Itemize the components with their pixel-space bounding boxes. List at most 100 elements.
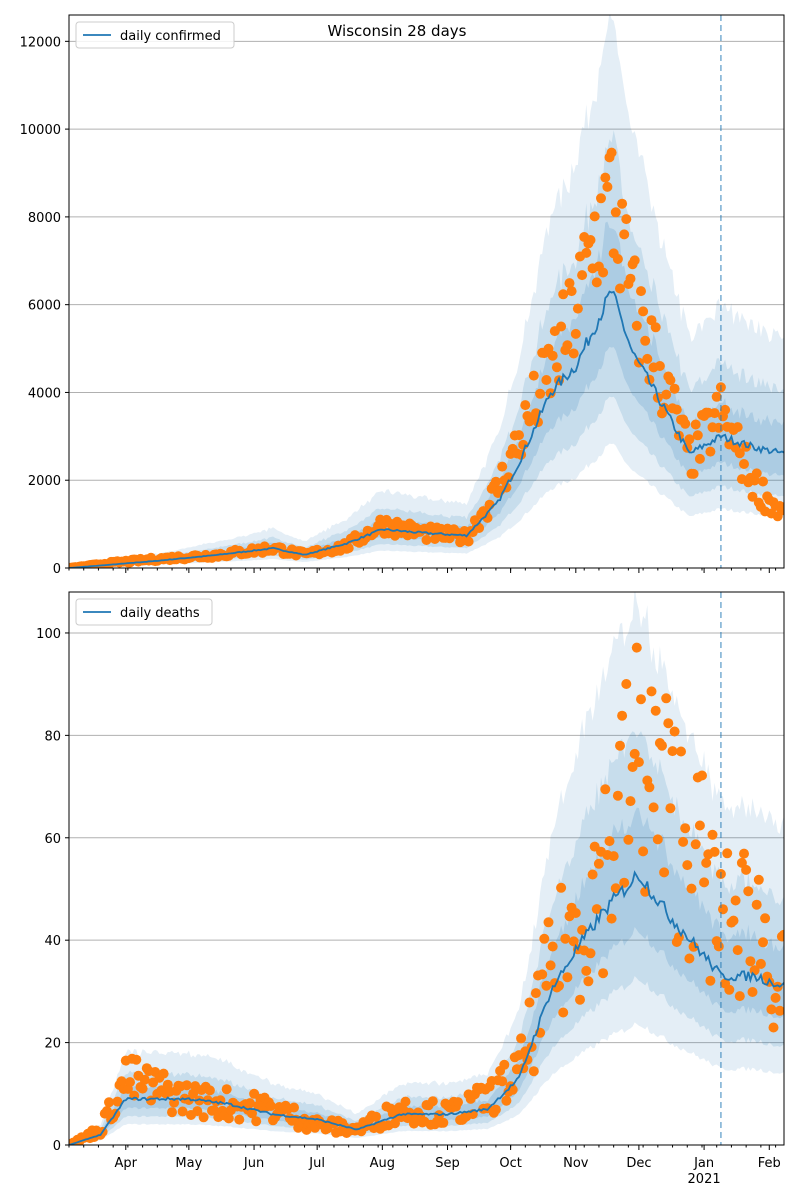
observed-point: [621, 679, 632, 689]
observed-point: [610, 883, 621, 894]
observed-point: [463, 536, 474, 547]
x-tick-label: Jun: [243, 1156, 264, 1171]
observed-point: [661, 389, 672, 400]
plot-area: [69, 15, 784, 568]
y-tick-label: 2000: [28, 474, 61, 489]
observed-point: [530, 988, 541, 999]
observed-point: [247, 1108, 257, 1119]
observed-point: [514, 430, 524, 441]
observed-point: [663, 718, 674, 729]
observed-point: [650, 705, 661, 716]
observed-point: [545, 960, 556, 971]
observed-point: [705, 446, 716, 457]
observed-point: [177, 1106, 188, 1117]
observed-point: [619, 229, 630, 240]
observed-point: [438, 1117, 449, 1128]
observed-point: [642, 353, 653, 364]
observed-point: [251, 1116, 262, 1127]
observed-point: [101, 1106, 112, 1116]
observed-point: [774, 1005, 784, 1016]
observed-point: [551, 362, 562, 373]
observed-point: [547, 941, 558, 952]
observed-point: [474, 523, 485, 533]
observed-point: [606, 147, 617, 158]
observed-point: [453, 1097, 463, 1108]
observed-point: [612, 790, 623, 801]
observed-point: [572, 303, 583, 314]
y-tick-label: 6000: [28, 299, 61, 314]
observed-point: [720, 404, 731, 415]
observed-point: [659, 867, 670, 878]
observed-point: [615, 283, 625, 294]
observed-point: [617, 198, 628, 209]
observed-point: [497, 461, 508, 472]
observed-point: [583, 976, 594, 987]
observed-point: [760, 913, 771, 924]
observed-point: [648, 802, 659, 813]
observed-point: [535, 388, 546, 399]
observed-point: [751, 468, 762, 479]
x-tick-label: Sep: [435, 1156, 460, 1171]
axes-frame: [68, 591, 785, 1146]
observed-point: [646, 686, 657, 697]
observed-point: [610, 207, 621, 218]
observed-point: [667, 746, 678, 757]
observed-point: [652, 834, 663, 845]
observed-point: [612, 254, 623, 264]
observed-point: [669, 383, 680, 394]
y-tick-label: 0: [53, 562, 61, 577]
observed-point: [244, 1098, 255, 1109]
observed-point: [131, 1054, 142, 1065]
observed-point: [221, 1084, 232, 1095]
observed-point: [577, 270, 588, 281]
observed-point: [589, 211, 600, 222]
observed-point: [577, 925, 588, 935]
observed-point: [682, 860, 693, 871]
observed-point: [490, 1104, 501, 1115]
observed-point: [181, 1080, 192, 1091]
observed-point: [690, 419, 701, 430]
observed-point: [585, 948, 596, 959]
observed-point: [427, 1096, 438, 1107]
observed-point: [265, 1101, 276, 1111]
observed-point: [730, 895, 741, 906]
outer-band: [69, 592, 784, 1145]
y-tick-label: 8000: [28, 211, 61, 226]
observed-point: [562, 340, 573, 351]
observed-point: [694, 453, 705, 464]
observed-point: [198, 1112, 209, 1123]
observed-point: [604, 836, 615, 847]
observed-point: [194, 1095, 205, 1106]
legend-box: [75, 21, 235, 49]
observed-point: [654, 361, 665, 371]
observed-point: [343, 543, 354, 554]
observed-point: [169, 1097, 180, 1108]
middle-band: [69, 130, 784, 568]
observed-point: [204, 1085, 215, 1096]
observed-point: [556, 321, 567, 332]
observed-point: [633, 757, 644, 768]
observed-point: [747, 491, 758, 502]
observed-point: [501, 1095, 512, 1106]
observed-point: [629, 255, 640, 266]
observed-point: [690, 839, 701, 850]
observed-point: [482, 512, 493, 523]
observed-point: [602, 181, 613, 192]
observed-point: [709, 846, 720, 857]
y-tick-label: 0: [53, 1139, 61, 1154]
y-tick-label: 100: [36, 627, 61, 642]
observed-point: [234, 1114, 245, 1125]
observed-point: [713, 941, 724, 952]
observed-point: [676, 746, 686, 757]
observed-point: [558, 1007, 569, 1018]
observed-point: [137, 1083, 148, 1094]
observed-point: [711, 391, 722, 402]
observed-point: [615, 740, 625, 751]
observed-point: [640, 335, 651, 346]
observed-point: [650, 322, 661, 333]
legend: daily confirmed: [75, 21, 235, 49]
observed-point: [188, 1088, 199, 1099]
observed-point: [734, 991, 745, 1002]
y-tick-label: 20: [44, 1037, 61, 1052]
